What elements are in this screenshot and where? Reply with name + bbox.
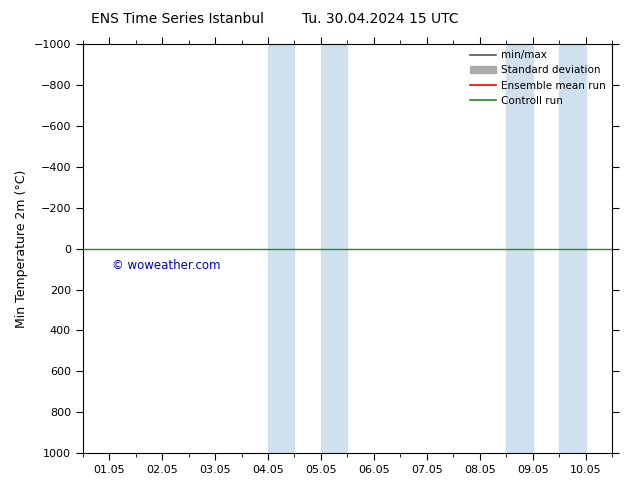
Text: ENS Time Series Istanbul: ENS Time Series Istanbul — [91, 12, 264, 26]
Bar — [559, 44, 586, 453]
Bar — [268, 44, 294, 453]
Y-axis label: Min Temperature 2m (°C): Min Temperature 2m (°C) — [15, 170, 28, 328]
Text: © woweather.com: © woweather.com — [112, 259, 221, 272]
Legend: min/max, Standard deviation, Ensemble mean run, Controll run: min/max, Standard deviation, Ensemble me… — [465, 46, 610, 110]
Bar — [321, 44, 347, 453]
Bar — [506, 44, 533, 453]
Text: Tu. 30.04.2024 15 UTC: Tu. 30.04.2024 15 UTC — [302, 12, 459, 26]
